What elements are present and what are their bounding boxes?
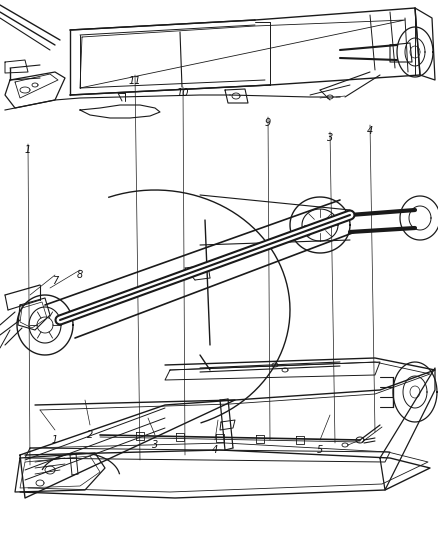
Text: 7: 7 bbox=[52, 276, 58, 286]
Text: 5: 5 bbox=[317, 445, 323, 455]
Text: 4: 4 bbox=[367, 126, 373, 136]
Text: 11: 11 bbox=[129, 76, 141, 86]
Text: 2: 2 bbox=[87, 430, 93, 440]
Text: 1: 1 bbox=[52, 435, 58, 445]
Text: 10: 10 bbox=[177, 88, 189, 98]
Text: 9: 9 bbox=[265, 118, 271, 128]
Text: 1: 1 bbox=[25, 145, 31, 155]
Text: 8: 8 bbox=[77, 270, 83, 280]
Text: 4: 4 bbox=[212, 445, 218, 455]
Text: 3: 3 bbox=[152, 440, 158, 450]
Text: 3: 3 bbox=[327, 133, 333, 143]
